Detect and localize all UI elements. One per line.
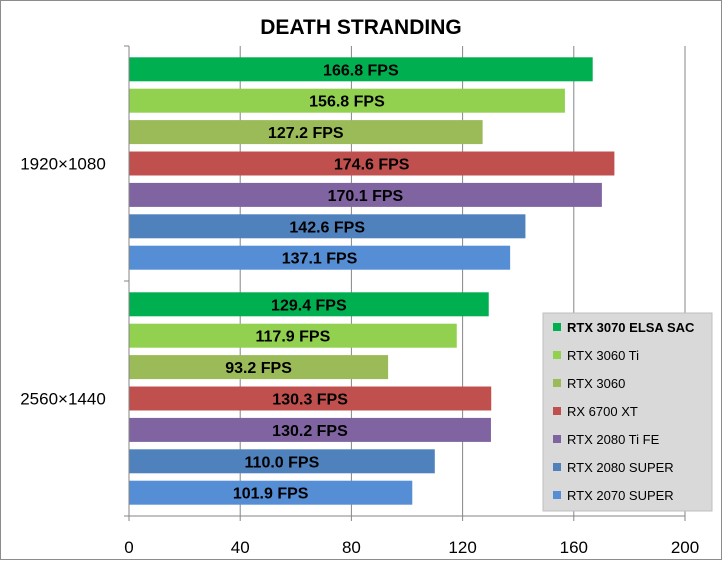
data-label: 93.2 FPS — [225, 360, 292, 377]
legend-swatch — [553, 351, 561, 359]
data-label: 130.2 FPS — [272, 423, 348, 440]
data-label: 170.1 FPS — [328, 188, 404, 205]
bar — [129, 214, 526, 239]
bar — [129, 323, 457, 348]
chart-title: DEATH STRANDING — [260, 16, 461, 39]
data-label: 130.3 FPS — [272, 392, 348, 409]
legend-label: RTX 3070 ELSA SAC — [567, 320, 695, 335]
legend-label: RX 6700 XT — [567, 404, 638, 419]
x-tick-label: 200 — [671, 538, 699, 557]
legend-label: RTX 2080 SUPER — [567, 460, 674, 475]
legend-label: RTX 2070 SUPER — [567, 488, 674, 503]
bar — [129, 449, 435, 474]
legend: RTX 3070 ELSA SAC RTX 3060 Ti RTX 3060 RX 6… — [542, 312, 713, 512]
data-label: 156.8 FPS — [309, 94, 385, 111]
legend-label: RTX 3060 — [567, 376, 625, 391]
legend-label: RTX 2080 Ti FE — [567, 432, 660, 447]
data-label: 129.4 FPS — [271, 297, 347, 314]
bar — [129, 57, 593, 82]
y-category-label: 2560×1440 — [20, 390, 106, 409]
bars-group: 166.8 FPS 156.8 FPS 127.2 FPS 174.6 FPS 170.… — [129, 57, 615, 505]
x-tick-label: 160 — [560, 538, 588, 557]
x-tick-label: 40 — [231, 538, 250, 557]
x-tick-label: 0 — [124, 538, 133, 557]
legend-swatch — [553, 463, 561, 471]
legend-swatch — [553, 491, 561, 499]
data-label: 127.2 FPS — [268, 125, 344, 142]
legend-swatch — [553, 407, 561, 415]
y-category-label: 1920×1080 — [20, 155, 106, 174]
x-tick-label: 120 — [448, 538, 476, 557]
legend-swatch — [553, 379, 561, 387]
bar — [129, 417, 491, 442]
bar — [129, 120, 483, 145]
legend-box — [542, 312, 713, 512]
data-label: 110.0 FPS — [245, 454, 320, 471]
data-label: 174.6 FPS — [334, 157, 410, 174]
bar — [129, 480, 413, 505]
data-label: 166.8 FPS — [323, 62, 399, 79]
bar — [129, 386, 492, 411]
bar — [129, 151, 615, 176]
bar — [129, 88, 565, 113]
bar — [129, 355, 389, 380]
legend-swatch — [553, 323, 561, 331]
data-label: 137.1 FPS — [282, 251, 358, 268]
bar — [129, 245, 511, 270]
data-label: 142.6 FPS — [289, 219, 365, 236]
x-tick-label: 80 — [342, 538, 361, 557]
legend-label: RTX 3060 Ti — [567, 348, 639, 363]
legend-swatch — [553, 435, 561, 443]
bar — [129, 182, 602, 207]
data-label: 117.9 FPS — [256, 329, 331, 346]
data-label: 101.9 FPS — [233, 486, 309, 503]
bar — [129, 292, 489, 317]
axes-group: 0 40 80 120 160 200 1920×1080 2560×1440 — [20, 45, 699, 557]
